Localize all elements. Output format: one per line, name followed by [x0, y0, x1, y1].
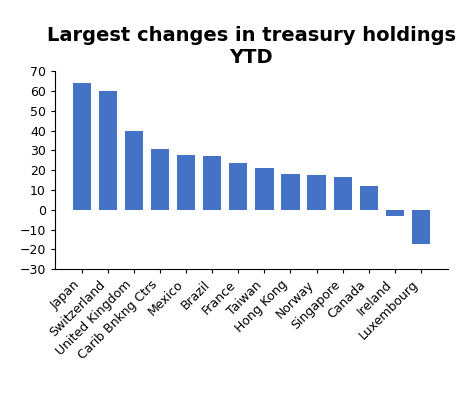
Title: Largest changes in treasury holdings
YTD: Largest changes in treasury holdings YTD [47, 26, 456, 67]
Bar [99, 91, 117, 210]
Bar [386, 210, 404, 216]
Bar [229, 163, 247, 210]
Bar [412, 210, 430, 244]
Bar [255, 168, 274, 210]
Bar [282, 174, 300, 210]
Bar [73, 83, 91, 210]
Bar [334, 177, 352, 210]
Bar [203, 156, 221, 210]
Bar [125, 131, 143, 210]
Bar [151, 148, 169, 210]
Bar [308, 175, 326, 210]
Bar [177, 155, 195, 210]
Bar [360, 186, 378, 210]
